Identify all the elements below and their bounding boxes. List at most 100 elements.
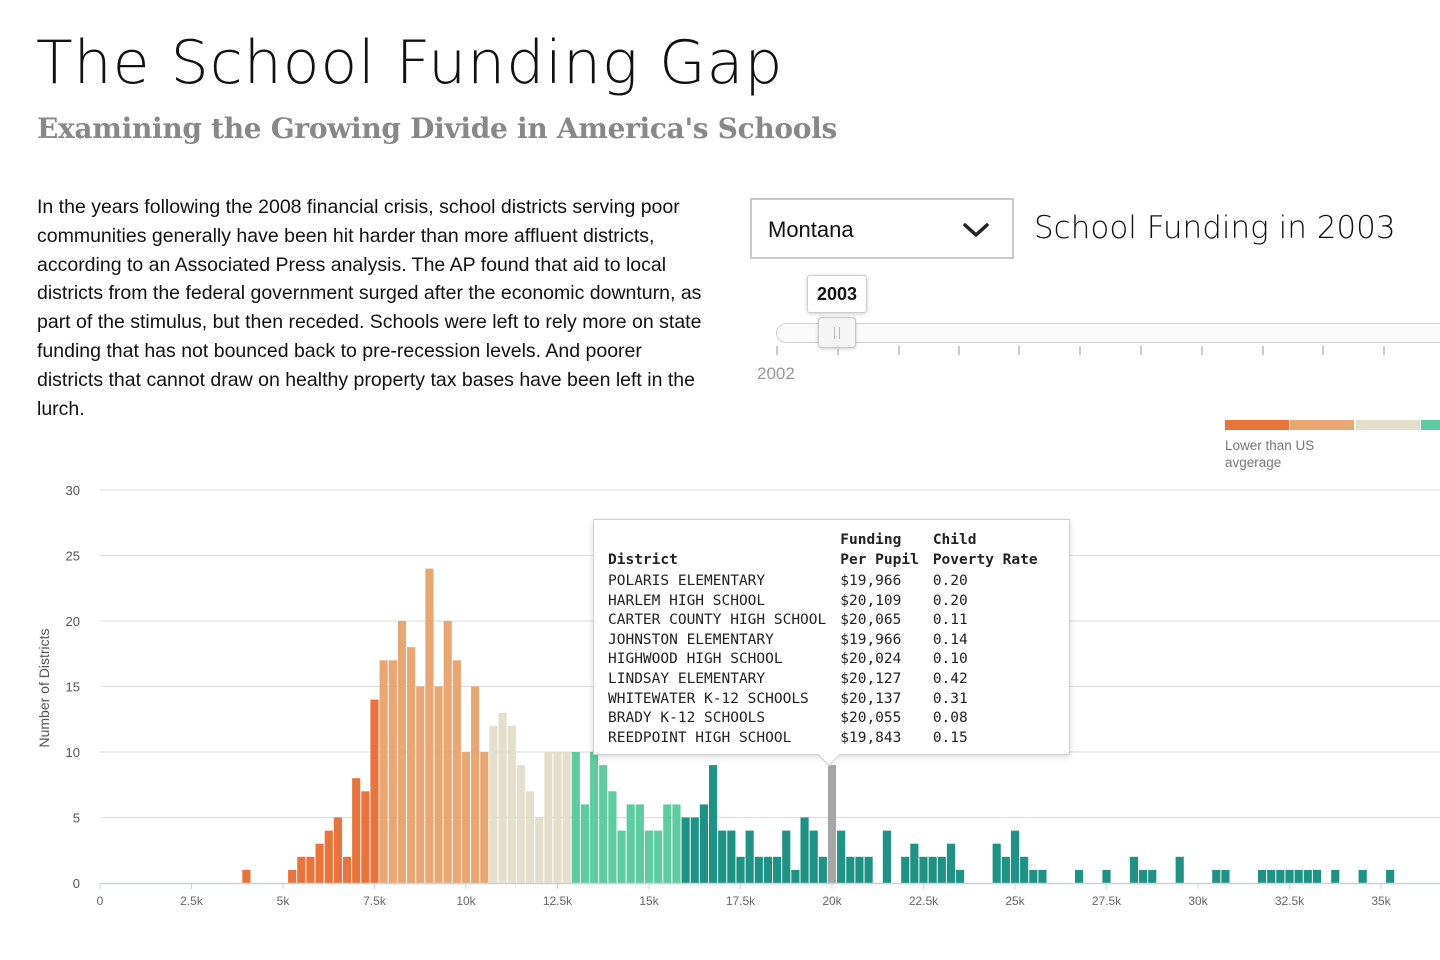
histogram-bar[interactable] [379,660,388,883]
histogram-bar[interactable] [1175,856,1184,883]
histogram-bar[interactable] [736,856,745,883]
histogram-bar[interactable] [745,830,754,883]
histogram-bar[interactable] [1358,869,1367,883]
histogram-bar[interactable] [910,843,919,883]
histogram-bar[interactable] [562,752,571,883]
histogram-bar[interactable] [901,856,910,883]
histogram-bar[interactable] [644,830,654,883]
histogram-bar[interactable] [498,712,507,883]
histogram-bar[interactable] [333,817,342,884]
histogram-bar[interactable] [919,856,928,883]
histogram-bar[interactable] [288,869,297,883]
histogram-bar[interactable] [425,568,434,883]
histogram-bar[interactable] [1312,869,1322,883]
histogram-bar[interactable] [535,817,544,884]
histogram-bar[interactable] [882,830,891,883]
histogram-bar[interactable] [1294,869,1303,883]
histogram-bar[interactable] [681,817,690,884]
histogram-bar[interactable] [773,856,782,883]
histogram-bar[interactable] [1129,856,1139,883]
year-slider-handle[interactable] [818,317,856,348]
histogram-bar[interactable] [242,869,251,883]
histogram-bar[interactable] [315,843,324,883]
histogram-bar[interactable] [727,830,736,883]
histogram-bar[interactable] [443,621,452,883]
histogram-bar[interactable] [690,817,699,884]
histogram-bar[interactable] [946,843,956,883]
histogram-bar[interactable] [352,778,361,883]
histogram-bar[interactable] [397,621,407,883]
histogram-bar[interactable] [617,830,626,883]
histogram-bar[interactable] [1285,869,1294,883]
histogram-bar[interactable] [855,856,864,883]
histogram-bar[interactable] [1267,869,1276,883]
histogram-bar[interactable] [507,725,516,883]
histogram-bar[interactable] [434,686,443,884]
histogram-bar[interactable] [553,752,562,883]
histogram-bar[interactable] [1010,830,1020,883]
histogram-bar[interactable] [370,699,379,883]
histogram-bar[interactable] [489,725,498,883]
histogram-bar[interactable] [992,843,1001,883]
histogram-bar[interactable] [846,856,855,883]
histogram-bar[interactable] [1331,869,1340,883]
histogram-bar[interactable] [1257,869,1267,883]
histogram-bar[interactable] [663,804,672,883]
histogram-bar[interactable] [864,856,873,883]
histogram-bar[interactable] [1303,869,1312,883]
histogram-bar[interactable] [782,830,791,883]
histogram-bar[interactable] [1148,869,1157,883]
histogram-bar[interactable] [1020,856,1029,883]
histogram-bar[interactable] [407,647,416,883]
histogram-bar[interactable] [763,856,773,883]
histogram-bar[interactable] [1386,869,1395,883]
histogram-bar[interactable] [1029,869,1038,883]
histogram-bar[interactable] [818,856,827,883]
histogram-bar[interactable] [361,791,370,883]
histogram-bar[interactable] [480,752,489,883]
histogram-bar[interactable] [1139,869,1148,883]
histogram-bar[interactable] [608,791,617,883]
histogram-bar[interactable] [754,856,763,883]
histogram-bar-highlighted[interactable] [827,765,837,883]
histogram-bar[interactable] [699,804,708,883]
histogram-bar[interactable] [800,817,809,884]
year-slider-track[interactable] [776,323,1440,343]
histogram-bar[interactable] [525,791,535,883]
histogram-bar[interactable] [708,765,718,883]
histogram-bar[interactable] [471,686,480,884]
histogram-bar[interactable] [1001,856,1010,883]
histogram-bar[interactable] [599,765,608,883]
histogram-bar[interactable] [461,752,471,883]
histogram-bar[interactable] [416,686,425,884]
histogram-bar[interactable] [1102,869,1111,883]
histogram-bar[interactable] [1221,869,1230,883]
histogram-bar[interactable] [1038,869,1047,883]
histogram-bar[interactable] [718,830,727,883]
histogram-bar[interactable] [635,804,644,883]
histogram-bar[interactable] [1276,869,1285,883]
histogram-bar[interactable] [516,765,525,883]
histogram-bar[interactable] [626,804,635,883]
histogram-bar[interactable] [544,752,553,883]
histogram-bar[interactable] [937,856,946,883]
histogram-bar[interactable] [580,804,590,883]
histogram-bar[interactable] [452,660,461,883]
histogram-bar[interactable] [342,856,352,883]
histogram-bar[interactable] [1074,869,1084,883]
histogram-bar[interactable] [306,856,315,883]
histogram-bar[interactable] [809,830,818,883]
histogram-bar[interactable] [837,830,846,883]
state-dropdown[interactable]: Montana [750,198,1014,259]
histogram-bar[interactable] [928,856,937,883]
histogram-bar[interactable] [1212,869,1221,883]
histogram-bar[interactable] [324,830,333,883]
histogram-bar[interactable] [590,752,599,883]
histogram-bar[interactable] [297,856,306,883]
histogram-bar[interactable] [956,869,965,883]
histogram-bar[interactable] [388,660,397,883]
histogram-bar[interactable] [791,869,800,883]
histogram-bar[interactable] [654,830,663,883]
histogram-bar[interactable] [571,752,580,883]
histogram-bar[interactable] [672,804,681,883]
